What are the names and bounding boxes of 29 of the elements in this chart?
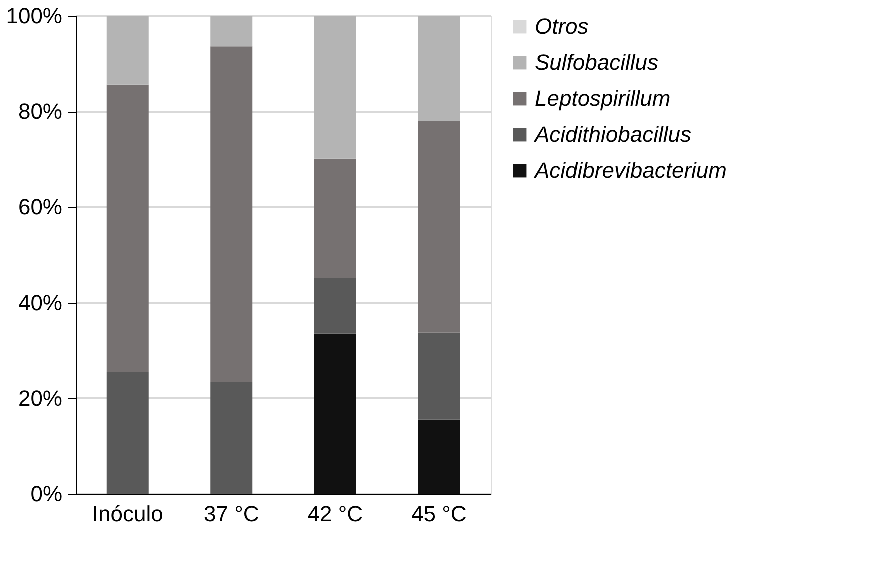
bar — [210, 382, 253, 494]
bar — [106, 372, 149, 494]
legend-label: Leptospirillum — [535, 86, 671, 111]
bar — [314, 158, 356, 278]
y-tick-label: 100% — [6, 4, 62, 28]
legend-label: Otros — [535, 14, 589, 39]
bar — [418, 332, 460, 420]
bar — [314, 16, 356, 159]
bar — [106, 84, 149, 372]
legend-label: Acidibrevibacterium — [533, 158, 727, 183]
bar — [418, 121, 460, 333]
x-tick-label: 37 °C — [204, 502, 260, 526]
y-tick-label: 60% — [18, 194, 62, 220]
bar — [210, 46, 253, 382]
bar — [106, 16, 149, 85]
x-tick-label: 42 °C — [308, 502, 364, 526]
bar — [418, 16, 460, 122]
legend-label: Sulfobacillus — [535, 50, 659, 75]
bar — [418, 420, 460, 494]
x-tick-label: Inóculo — [92, 502, 164, 526]
bar — [210, 16, 253, 47]
y-tick-label: 40% — [18, 290, 62, 316]
y-tick-label: 80% — [18, 99, 62, 124]
y-tick-label: 0% — [30, 482, 62, 506]
bar — [314, 278, 356, 334]
bar — [314, 334, 356, 494]
x-tick-label: 45 °C — [411, 502, 467, 526]
legend-label: Acidithiobacillus — [533, 122, 692, 147]
y-tick-label: 20% — [18, 386, 62, 411]
